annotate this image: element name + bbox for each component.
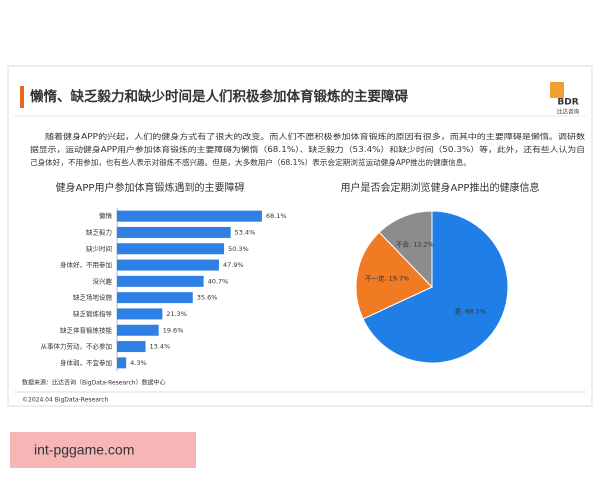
copyright: ©2024.04 BigData-Research bbox=[22, 397, 109, 404]
value-label: 4.3% bbox=[130, 359, 147, 367]
y-tick-label: 缺乏毅力 bbox=[86, 227, 112, 236]
value-label: 50.3% bbox=[228, 245, 249, 253]
bar bbox=[117, 210, 262, 222]
y-tick-label: 没兴趣 bbox=[93, 276, 113, 285]
bar bbox=[117, 324, 159, 336]
title-accent bbox=[20, 86, 24, 108]
bar bbox=[117, 275, 204, 287]
y-tick-label: 从事体力劳动，不必参加 bbox=[41, 342, 113, 351]
slide-title: 懒惰、缺乏毅力和缺少时间是人们积极参加体育锻炼的主要障碍 bbox=[30, 88, 408, 105]
y-tick-label: 缺乏体育锻炼技能 bbox=[60, 325, 113, 334]
chart-title: 健身APP用户参加体育锻炼遇到的主要障碍 bbox=[56, 181, 245, 194]
value-label: 35.6% bbox=[197, 294, 218, 302]
bar bbox=[117, 226, 231, 238]
logo-icon bbox=[550, 82, 564, 98]
body-line: 据显示，运动健身APP用户参加体育锻炼的主要障碍为懒惰（68.1%）、缺乏毅力（… bbox=[30, 144, 585, 154]
value-label: 19.6% bbox=[163, 326, 184, 334]
y-tick-label: 懒惰 bbox=[99, 211, 113, 220]
y-tick-label: 缺乏场地设施 bbox=[73, 293, 113, 302]
watermark-box bbox=[10, 432, 196, 468]
y-tick-label: 缺少时间 bbox=[86, 244, 112, 253]
pie-slice bbox=[378, 210, 433, 289]
bar bbox=[117, 243, 225, 255]
logo-mark: BDR bbox=[557, 98, 578, 108]
slide-frame bbox=[7, 65, 593, 407]
value-label: 21.3% bbox=[166, 310, 187, 318]
y-tick-label: 身体好，不用参加 bbox=[60, 260, 112, 269]
logo-name: 比达咨询 bbox=[557, 108, 580, 116]
bar bbox=[117, 259, 219, 271]
slice-label: 是, 68.1% bbox=[455, 308, 486, 316]
value-label: 13.4% bbox=[150, 343, 171, 351]
body-line: 己身体好，不用参加，也有些人表示对锻炼不感兴趣。但是，大多数用户（68.1%）表… bbox=[30, 157, 471, 167]
value-label: 40.7% bbox=[208, 277, 229, 285]
source-note: 数据来源：比达咨询（BigData-Research）数据中心 bbox=[22, 379, 166, 387]
value-label: 47.9% bbox=[223, 261, 244, 269]
pie-slice bbox=[355, 231, 433, 320]
body-line: 随着健身APP的兴起，人们的健身方式有了很大的改变。而人们不愿积极参加体育锻炼的… bbox=[45, 131, 585, 141]
value-label: 53.4% bbox=[235, 228, 256, 236]
value-label: 68.1% bbox=[266, 212, 287, 220]
chart-title: 用户是否会定期浏览健身APP推出的健康信息 bbox=[341, 181, 540, 194]
bar bbox=[117, 341, 146, 353]
pie-slice bbox=[362, 210, 509, 364]
y-tick-label: 缺乏锻炼指导 bbox=[73, 309, 113, 318]
bar bbox=[117, 357, 127, 369]
bar bbox=[117, 308, 163, 320]
bar bbox=[117, 292, 193, 304]
watermark-text: int-pggame.com bbox=[34, 442, 134, 458]
slice-label: 不会, 12.2% bbox=[396, 240, 434, 249]
slice-label: 不一定, 19.7% bbox=[365, 274, 409, 283]
y-tick-label: 身体弱，不宜参加 bbox=[60, 358, 112, 367]
